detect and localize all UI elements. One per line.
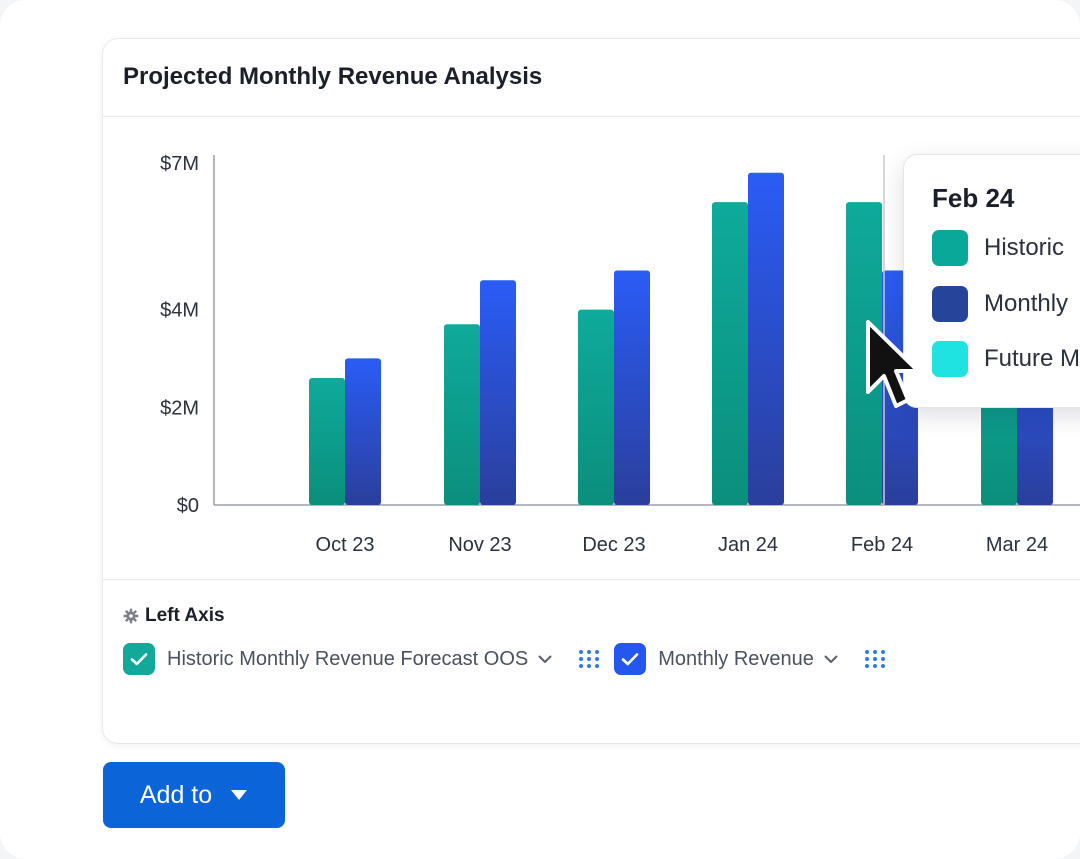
- x-tick-label: Jan 24: [718, 534, 778, 556]
- tooltip-label: Future M: [984, 345, 1080, 372]
- monthly-revenue-bar: [345, 358, 381, 505]
- historic-series-label: Historic Monthly Revenue Forecast OOS: [167, 647, 529, 670]
- historic-bar: [578, 309, 614, 505]
- title-divider: [103, 116, 1080, 117]
- tooltip-row: Monthly: [932, 286, 1068, 322]
- tooltip-swatch: [932, 230, 968, 266]
- y-tick-label: $4M: [160, 300, 199, 322]
- chart-card: Projected Monthly Revenue Analysis $0 $2M…: [102, 38, 1080, 744]
- tooltip-swatch: [932, 341, 968, 377]
- historic-bar: [309, 377, 345, 505]
- tooltip-row: Future M: [932, 341, 1080, 377]
- tooltip-title: Feb 24: [932, 183, 1015, 213]
- historic-bar: [712, 202, 748, 506]
- add-to-button[interactable]: Add to: [103, 762, 285, 828]
- chevron-down-icon[interactable]: [538, 655, 552, 664]
- check-icon: [621, 653, 639, 666]
- tooltip-swatch: [932, 286, 968, 322]
- check-icon: [130, 653, 148, 666]
- caret-down-icon: [231, 790, 248, 800]
- left-axis-label: Left Axis: [145, 605, 225, 626]
- x-tick-label: Mar 24: [986, 534, 1048, 556]
- monthly-revenue-bar: [480, 280, 516, 505]
- historic-bar: [444, 324, 480, 505]
- x-tick-label: Nov 23: [448, 534, 511, 556]
- chevron-down-icon[interactable]: [824, 655, 838, 664]
- gear-icon: [123, 608, 139, 624]
- chart-divider: [103, 579, 1080, 580]
- monthly-revenue-checkbox[interactable]: [614, 643, 647, 675]
- historic-bar: [846, 202, 882, 506]
- y-tick-label: $2M: [160, 397, 199, 419]
- x-tick-label: Feb 24: [851, 534, 913, 556]
- monthly-revenue-bar: [748, 172, 784, 505]
- drag-grip-icon[interactable]: [578, 649, 600, 669]
- y-tick-label: $0: [177, 495, 199, 517]
- tooltip-label: Historic: [984, 234, 1065, 261]
- series-controls: Historic Monthly Revenue Forecast OOS Mo…: [123, 643, 886, 675]
- left-axis-header[interactable]: Left Axis: [123, 605, 225, 627]
- historic-series-checkbox[interactable]: [123, 643, 155, 675]
- tooltip-row: Historic: [932, 230, 1064, 266]
- tooltip-label: Monthly: [984, 290, 1069, 317]
- card-title: Projected Monthly Revenue Analysis: [123, 63, 543, 90]
- monthly-revenue-label: Monthly Revenue: [658, 647, 814, 670]
- x-tick-label: Dec 23: [582, 534, 645, 556]
- monthly-revenue-bar: [614, 270, 650, 505]
- y-tick-label: $7M: [160, 153, 199, 175]
- mouse-pointer-icon: [862, 318, 926, 431]
- hover-tooltip: Feb 24 Historic Monthly Future M: [903, 154, 1080, 408]
- add-to-label: Add to: [139, 780, 213, 809]
- drag-grip-icon[interactable]: [864, 649, 886, 669]
- x-tick-label: Oct 23: [316, 534, 375, 556]
